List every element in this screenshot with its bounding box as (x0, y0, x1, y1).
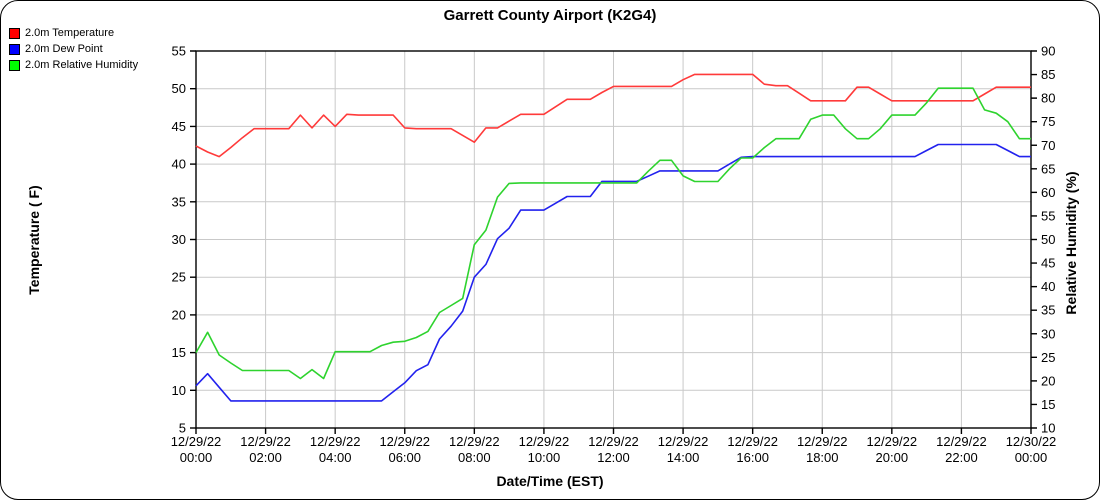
y-right-tick-label: 10 (1041, 421, 1055, 436)
x-tick-date-label: 12/29/22 (658, 434, 709, 449)
y-right-tick-label: 30 (1041, 326, 1055, 341)
x-tick-date-label: 12/29/22 (727, 434, 778, 449)
x-tick-date-label: 12/29/22 (379, 434, 430, 449)
legend: 2.0m Temperature 2.0m Dew Point 2.0m Rel… (9, 25, 138, 73)
y-right-tick-label: 15 (1041, 397, 1055, 412)
y-right-tick-label: 45 (1041, 256, 1055, 271)
x-tick-time-label: 10:00 (528, 450, 561, 465)
legend-item-temperature: 2.0m Temperature (9, 25, 138, 41)
y-right-tick-label: 60 (1041, 185, 1055, 200)
y-left-tick-label: 35 (172, 194, 186, 209)
y-right-tick-label: 90 (1041, 44, 1055, 59)
x-tick-date-label: 12/29/22 (797, 434, 848, 449)
dew-point-swatch-icon (9, 43, 20, 55)
y-left-tick-label: 55 (172, 44, 186, 59)
chart-title: Garrett County Airport (K2G4) (443, 7, 657, 24)
relative-humidity-line (195, 87, 1031, 380)
y-left-tick-label: 30 (172, 232, 186, 247)
y-right-tick-label: 25 (1041, 350, 1055, 365)
y-right-tick-label: 80 (1041, 91, 1055, 106)
y-left-tick-label: 50 (172, 81, 186, 96)
x-tick-time-label: 06:00 (388, 450, 421, 465)
legend-label: 2.0m Dew Point (25, 43, 103, 55)
dew-point-line (195, 143, 1031, 402)
x-tick-time-label: 20:00 (876, 450, 909, 465)
x-tick-date-label: 12/29/22 (519, 434, 570, 449)
x-tick-time-label: 02:00 (249, 450, 282, 465)
x-tick-date-label: 12/29/22 (240, 434, 291, 449)
y-right-tick-label: 70 (1041, 138, 1055, 153)
x-tick-time-label: 00:00 (180, 450, 213, 465)
y-right-tick-label: 75 (1041, 114, 1055, 129)
y-right-tick-label: 40 (1041, 279, 1055, 294)
x-tick-date-label: 12/29/22 (171, 434, 222, 449)
temperature-line (195, 73, 1031, 158)
x-axis-title: Date/Time (EST) (496, 473, 604, 489)
legend-item-dew-point: 2.0m Dew Point (9, 41, 138, 57)
y-left-tick-label: 45 (172, 119, 186, 134)
x-tick-date-label: 12/29/22 (936, 434, 987, 449)
x-tick-date-label: 12/29/22 (310, 434, 361, 449)
temperature-swatch-icon (9, 27, 20, 39)
x-tick-time-label: 00:00 (1015, 450, 1048, 465)
x-tick-time-label: 14:00 (667, 450, 700, 465)
y-right-tick-label: 35 (1041, 303, 1055, 318)
y-left-tick-label: 25 (172, 270, 186, 285)
y-left-tick-label: 20 (172, 307, 186, 322)
y-left-tick-label: 15 (172, 345, 186, 360)
y-right-tick-label: 85 (1041, 67, 1055, 82)
x-tick-time-label: 12:00 (597, 450, 630, 465)
legend-label: 2.0m Temperature (25, 27, 115, 39)
legend-label: 2.0m Relative Humidity (25, 59, 139, 71)
x-tick-time-label: 18:00 (806, 450, 839, 465)
x-tick-time-label: 08:00 (458, 450, 491, 465)
x-tick-date-label: 12/29/22 (588, 434, 639, 449)
y-right-tick-label: 65 (1041, 161, 1055, 176)
x-tick-time-label: 04:00 (319, 450, 352, 465)
y-right-tick-label: 20 (1041, 373, 1055, 388)
x-tick-time-label: 16:00 (736, 450, 769, 465)
x-tick-date-label: 12/30/22 (1006, 434, 1057, 449)
y-left-tick-label: 10 (172, 383, 186, 398)
y-left-tick-label: 40 (172, 157, 186, 172)
y-left-tick-label: 5 (179, 421, 186, 436)
y-right-tick-label: 50 (1041, 232, 1055, 247)
legend-item-relative-humidity: 2.0m Relative Humidity (9, 57, 138, 73)
relative-humidity-swatch-icon (9, 59, 20, 71)
x-tick-date-label: 12/29/22 (449, 434, 500, 449)
x-tick-date-label: 12/29/22 (867, 434, 918, 449)
y-right-tick-label: 55 (1041, 208, 1055, 223)
x-tick-time-label: 22:00 (945, 450, 978, 465)
